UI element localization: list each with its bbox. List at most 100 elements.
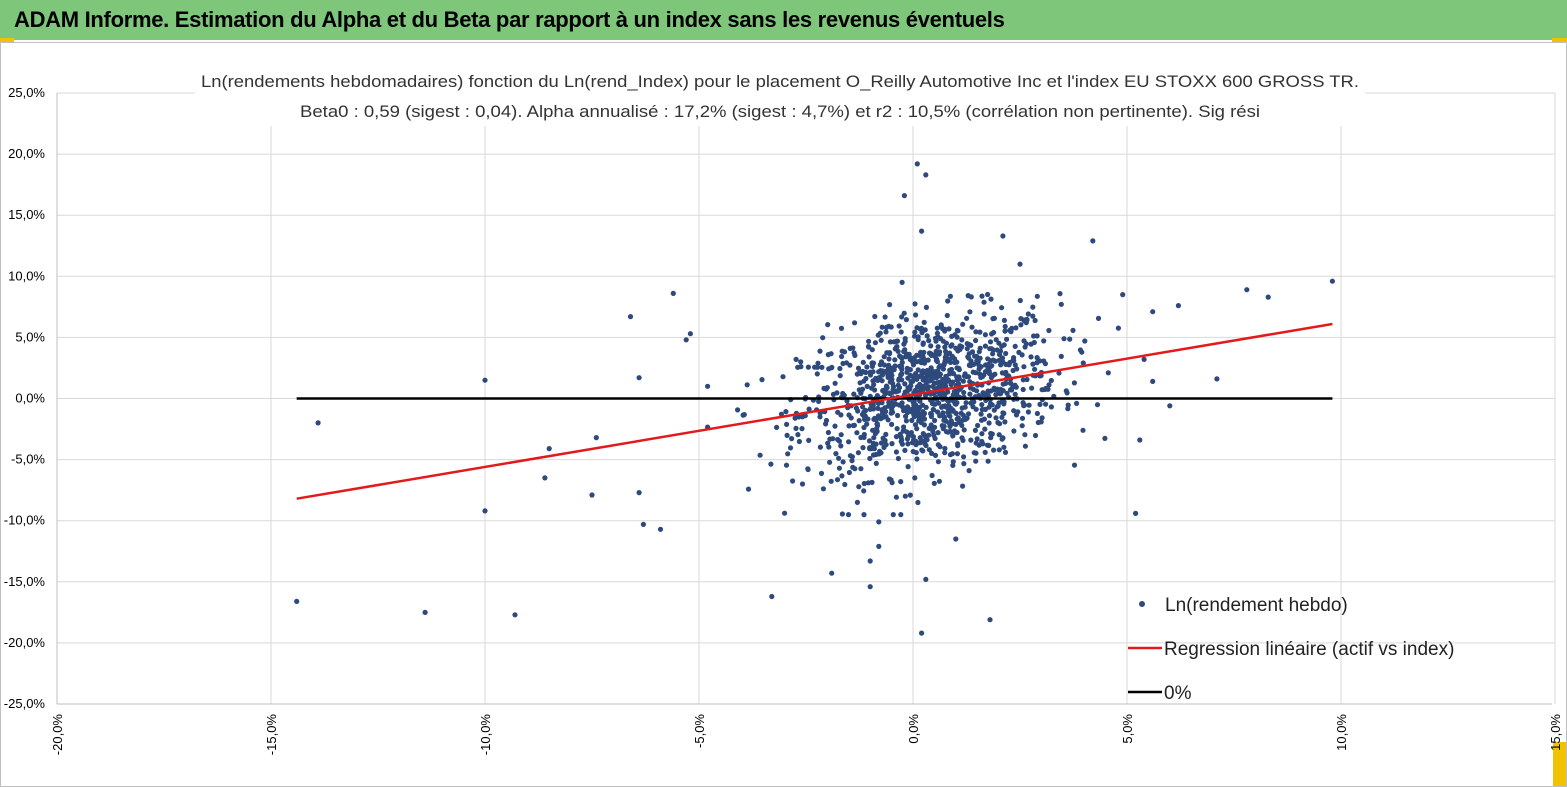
data-point — [979, 293, 985, 299]
data-point — [1001, 444, 1007, 450]
data-point — [820, 486, 827, 492]
data-point — [912, 475, 918, 481]
data-point — [627, 314, 634, 320]
data-point — [1244, 287, 1250, 293]
data-point — [955, 443, 961, 449]
data-point — [883, 324, 890, 330]
data-point — [897, 353, 903, 359]
data-point — [923, 576, 929, 583]
data-point — [949, 451, 956, 457]
x-tick-label: -10,0% — [478, 714, 493, 756]
data-point — [840, 459, 846, 465]
data-point — [784, 421, 790, 427]
data-point — [973, 458, 979, 464]
data-point — [793, 356, 799, 362]
data-point — [913, 312, 919, 318]
data-point — [960, 321, 966, 327]
data-point — [1004, 390, 1010, 396]
data-point — [901, 348, 907, 355]
data-point — [837, 373, 843, 379]
data-point — [640, 521, 647, 528]
corner-marker-bottom-right — [1553, 742, 1567, 787]
data-point — [929, 368, 935, 374]
data-point — [512, 612, 518, 618]
data-point — [793, 425, 799, 431]
data-point — [1031, 333, 1037, 339]
data-point — [745, 486, 752, 492]
data-point — [838, 443, 844, 449]
data-point — [956, 374, 962, 380]
y-tick-label: 20,0% — [8, 146, 45, 161]
x-tick-label: 5,0% — [1120, 714, 1135, 744]
data-point — [1032, 432, 1039, 439]
data-point — [877, 362, 883, 368]
data-point — [1042, 386, 1048, 393]
data-point — [1048, 377, 1054, 384]
data-point — [961, 461, 967, 467]
data-point — [1074, 400, 1080, 406]
data-point — [914, 325, 920, 331]
data-point — [783, 409, 789, 415]
data-point — [825, 440, 831, 446]
data-point — [905, 433, 912, 439]
data-point — [934, 356, 940, 362]
data-point — [1012, 362, 1018, 368]
data-point — [818, 470, 825, 476]
data-point — [935, 409, 941, 415]
x-tick-label: 15,0% — [1548, 714, 1563, 751]
data-point — [805, 466, 811, 472]
data-point — [870, 452, 877, 458]
data-point — [996, 351, 1003, 358]
data-point — [948, 405, 954, 412]
data-point — [968, 437, 974, 443]
data-point — [982, 449, 988, 455]
data-point — [991, 407, 997, 413]
data-point — [898, 329, 904, 335]
data-point — [890, 511, 896, 518]
chart-subtitle: Beta0 : 0,59 (sigest : 0,04). Alpha annu… — [300, 102, 1260, 121]
data-point — [985, 458, 991, 464]
data-point — [934, 380, 940, 386]
data-point — [670, 290, 676, 296]
data-point — [967, 309, 973, 315]
y-tick-label: -15,0% — [4, 574, 46, 589]
data-point — [828, 478, 834, 484]
data-point — [956, 365, 962, 371]
data-point — [1012, 343, 1018, 349]
y-tick-label: -25,0% — [4, 696, 46, 711]
data-point — [1150, 378, 1156, 384]
data-point — [947, 293, 954, 299]
data-point — [902, 493, 908, 499]
data-point — [315, 420, 321, 426]
data-point — [1034, 410, 1040, 417]
data-point — [1094, 402, 1101, 408]
data-point — [1021, 364, 1027, 370]
data-point — [942, 326, 948, 332]
data-point — [973, 450, 979, 456]
data-point — [871, 416, 877, 422]
data-point — [878, 440, 885, 446]
data-point — [941, 417, 947, 423]
data-point — [942, 445, 948, 452]
data-point — [864, 364, 870, 370]
data-point — [942, 344, 948, 350]
data-point — [920, 402, 926, 408]
data-point — [895, 382, 901, 388]
data-point — [1058, 301, 1064, 307]
data-point — [849, 458, 855, 464]
data-point — [858, 466, 864, 472]
data-point — [1011, 383, 1017, 389]
data-point — [899, 359, 905, 366]
data-point — [947, 371, 953, 377]
data-point — [1002, 371, 1009, 377]
data-point — [989, 431, 995, 437]
data-point — [847, 345, 853, 351]
data-point — [824, 385, 830, 391]
data-point — [1057, 291, 1063, 297]
data-point — [757, 452, 763, 458]
data-point — [935, 430, 941, 436]
data-point — [874, 425, 880, 432]
data-point — [817, 414, 823, 420]
data-point — [1058, 353, 1064, 359]
data-point — [899, 279, 905, 285]
